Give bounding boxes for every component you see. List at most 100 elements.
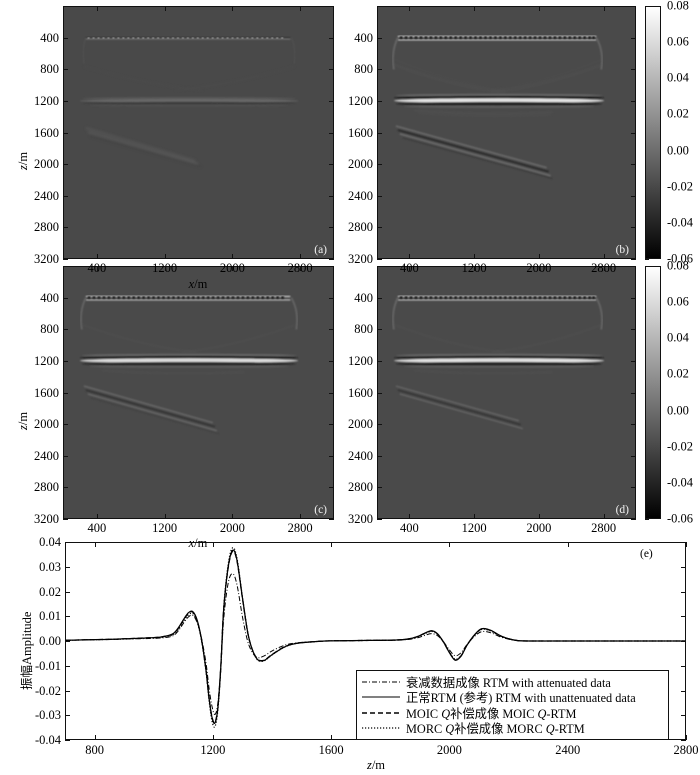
panel-a-xtick-top-400 xyxy=(96,6,98,11)
panel-c-tag: (c) xyxy=(314,504,327,516)
panel-b-yticklabel-400: 400 xyxy=(354,30,373,45)
panel-d-ytick-right-2800 xyxy=(631,487,636,489)
panel-a-ytick-right-1200 xyxy=(329,100,334,102)
panel-c-yticklabel-2800: 2800 xyxy=(34,480,59,495)
colorbar-0-ticklabel-5: -0.02 xyxy=(667,179,694,194)
panel-c-ytick-left-1200 xyxy=(63,360,68,362)
panel-b-xtick-bottom-1200 xyxy=(474,254,476,259)
panel-e-ytick-left-0.03 xyxy=(65,566,70,568)
panel-c-yticklabel-2000: 2000 xyxy=(34,416,59,431)
panel-b-yticklabel-1600: 1600 xyxy=(348,125,373,140)
colorbar-1-tick-7 xyxy=(645,519,649,520)
panel-c-xticklabel-2800: 2800 xyxy=(287,521,313,535)
panel-e-yticklabel-0.01: 0.01 xyxy=(39,609,61,623)
panel-b-yticklabel-800: 800 xyxy=(354,62,373,76)
panel-e-xticklabel-2000: 2000 xyxy=(436,743,462,757)
panel-d-yticklabel-2800: 2800 xyxy=(348,480,373,495)
panel-c-ytick-right-1200 xyxy=(329,360,334,362)
colorbar-bottom xyxy=(645,266,661,519)
dotted-line-icon xyxy=(361,722,401,734)
panel-a-ytick-left-2000 xyxy=(63,164,68,166)
colorbar-0-ticklabel-3: 0.02 xyxy=(667,106,689,121)
panel-d-xtick-top-400 xyxy=(409,266,411,271)
legend-label-moic: MOIC Q补偿成像 MOIC Q-RTM xyxy=(406,706,577,721)
panel-b-ytick-left-2400 xyxy=(377,195,382,197)
panel-e-ytick-right-0.03 xyxy=(681,566,686,568)
panel-b-ytick-left-1200 xyxy=(377,100,382,102)
panel-d-xticklabel-2000: 2000 xyxy=(526,521,552,535)
panel-d-yticklabel-1200: 1200 xyxy=(348,353,373,368)
panel-c-ytick-right-2000 xyxy=(329,424,334,426)
panel-b-xtick-top-400 xyxy=(409,6,411,11)
panel-a-xtick-top-2000 xyxy=(232,6,234,11)
colorbar-1-ticklabel-5: -0.02 xyxy=(667,439,694,454)
panel-c-yticklabel-400: 400 xyxy=(40,290,59,305)
panel-d-yticklabel-3200: 3200 xyxy=(348,511,373,526)
panel-d-yticklabel-400: 400 xyxy=(354,290,373,305)
panel-a-ytick-left-1600 xyxy=(63,132,68,134)
panel-e-ytick-left-0.02 xyxy=(65,591,70,593)
panel-b-image: (b) xyxy=(377,6,636,259)
panel-b-ytick-right-1600 xyxy=(631,132,636,134)
panel-b-yticklabel-2800: 2800 xyxy=(348,220,373,235)
panel-a-ytick-right-800 xyxy=(329,69,334,71)
panel-a-ytick-left-1200 xyxy=(63,100,68,102)
panel-a-ytick-right-2800 xyxy=(329,227,334,229)
panel-c-xtick-bottom-400 xyxy=(96,514,98,519)
colorbar-top xyxy=(645,6,661,259)
panel-e-ytick-right-0.01 xyxy=(681,616,686,618)
panel-c-ytick-right-800 xyxy=(329,329,334,331)
panel-c-xtick-top-1200 xyxy=(164,266,166,271)
panel-d-ytick-left-1200 xyxy=(377,360,382,362)
panel-e-ytick-left--0.01 xyxy=(65,665,70,667)
panel-e-ytick-right--0.03 xyxy=(681,715,686,717)
legend-label-attenuated: 衰减数据成像 RTM with attenuated data xyxy=(406,675,611,690)
panel-d-xticklabel-2800: 2800 xyxy=(591,521,617,535)
panel-d-ytick-left-3200 xyxy=(377,519,382,520)
panel-e-xtick-top-800 xyxy=(94,542,96,547)
panel-c-ytick-left-800 xyxy=(63,329,68,331)
panel-e-ytick-right-0.04 xyxy=(681,542,686,543)
panel-e-yticklabel-0.03: 0.03 xyxy=(39,559,61,574)
panel-e-xticklabel-1200: 1200 xyxy=(200,743,226,757)
panel-d-xtick-bottom-2800 xyxy=(603,514,605,519)
panel-a-ytick-right-400 xyxy=(329,37,334,39)
panel-a-ytick-left-800 xyxy=(63,69,68,71)
panel-e-traces xyxy=(66,547,685,728)
panel-c-ytick-right-2800 xyxy=(329,487,334,489)
panel-e-xticklabel-800: 800 xyxy=(85,743,104,757)
panel-cd-x-axis-title: x/m xyxy=(188,536,208,550)
panel-d-yticklabel-2400: 2400 xyxy=(348,448,373,463)
panel-a-svg xyxy=(64,7,333,258)
panel-e-x-axis-title: z/m xyxy=(366,758,386,772)
panel-d-ytick-right-400 xyxy=(631,297,636,299)
colorbar-0-ticklabel-2: 0.04 xyxy=(667,70,689,85)
colorbar-1-ticklabel-2: 0.04 xyxy=(667,330,689,345)
panel-e-ytick-left-0 xyxy=(65,641,70,642)
panel-d-svg xyxy=(378,267,635,518)
panel-e-xtick-top-2800 xyxy=(686,542,687,547)
panel-e-xticklabel-1600: 1600 xyxy=(318,743,344,757)
panel-a-xtick-bottom-2000 xyxy=(232,254,234,259)
panel-c-yticklabel-2400: 2400 xyxy=(34,448,59,463)
panel-b-ytick-right-1200 xyxy=(631,100,636,102)
panel-d-ytick-left-400 xyxy=(377,297,382,299)
panel-d-xtick-bottom-2000 xyxy=(538,514,540,519)
panel-e-tag: (e) xyxy=(640,548,653,560)
panel-e-ytick-left-0.04 xyxy=(65,542,70,543)
colorbar-0-ticklabel-1: 0.06 xyxy=(667,34,689,49)
solid-line-icon xyxy=(361,691,401,703)
panel-d-image: (d) xyxy=(377,266,636,519)
colorbar-0-ticklabel-0: 0.08 xyxy=(667,0,689,13)
panel-d-ytick-right-2000 xyxy=(631,424,636,426)
dash-dot-line-icon xyxy=(361,676,401,688)
panel-b-xtick-bottom-2800 xyxy=(603,254,605,259)
panel-e-ytick-right-0 xyxy=(681,641,686,642)
legend-label-morc: MORC Q补偿成像 MORC Q-RTM xyxy=(406,722,585,737)
panel-b-yticklabel-2000: 2000 xyxy=(348,156,373,171)
panel-a-xtick-top-2800 xyxy=(300,6,302,11)
panel-e-xticklabel-2800: 2800 xyxy=(673,743,699,757)
panel-d-xtick-bottom-400 xyxy=(409,514,411,519)
panel-e-yticklabel-0: 0.00 xyxy=(39,633,61,648)
